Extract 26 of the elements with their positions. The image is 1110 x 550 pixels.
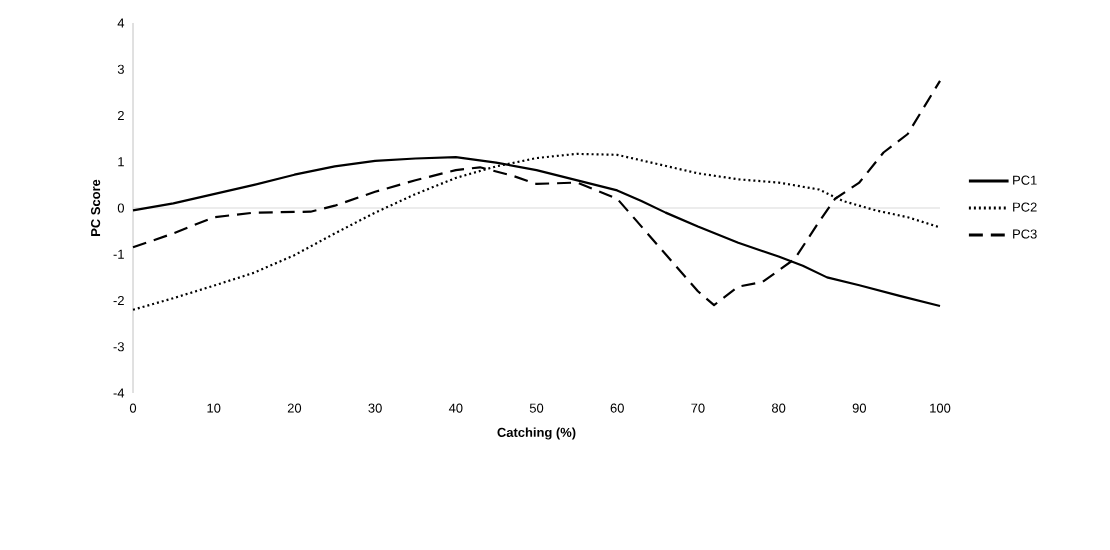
x-tick-label: 20 — [287, 403, 302, 413]
y-tick-label: -1 — [113, 249, 124, 259]
y-tick-label: -2 — [113, 295, 124, 306]
x-tick-label: 80 — [771, 403, 786, 413]
y-tick-label: -3 — [113, 342, 124, 352]
legend-label: PC3 — [1013, 229, 1037, 239]
x-tick-label: 40 — [448, 403, 463, 413]
y-tick-label: 1 — [118, 157, 124, 167]
legend-label: PC2 — [1013, 202, 1037, 212]
y-tick-label: 2 — [117, 110, 124, 121]
y-tick-label: 0 — [117, 203, 124, 213]
y-axis-title: PC Score — [90, 179, 101, 236]
y-tick-label: 3 — [117, 64, 124, 74]
x-tick-label: 50 — [529, 403, 544, 413]
x-tick-label: 0 — [129, 403, 137, 413]
x-axis-title: Catching (%) — [497, 427, 576, 440]
y-tick-label: 4 — [117, 18, 125, 28]
x-tick-label: 60 — [610, 403, 624, 413]
x-tick-label: 30 — [368, 403, 382, 413]
y-tick-label: -4 — [113, 388, 125, 398]
x-tick-label: 100 — [930, 403, 951, 413]
x-tick-label: 90 — [852, 403, 867, 413]
x-tick-label: 10 — [207, 403, 221, 413]
legend-label: PC1 — [1013, 175, 1037, 185]
line-series — [131, 79, 942, 307]
x-tick-label: 70 — [691, 403, 705, 413]
